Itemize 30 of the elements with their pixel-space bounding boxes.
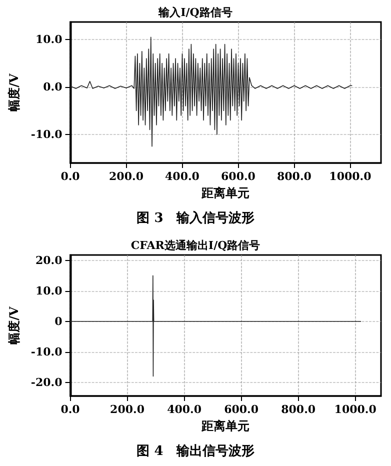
x-axis-title: 距离单元 (200, 186, 250, 200)
x-tick-label: 1000.0 (334, 403, 377, 416)
y-tick-label: 20.0 (35, 254, 63, 267)
y-tick-label: -20.0 (30, 376, 63, 389)
caption: 图 4 输出信号波形 (136, 444, 254, 459)
x-tick-label: 0.0 (60, 403, 80, 416)
x-tick-label: 800.0 (281, 403, 316, 416)
x-tick-label: 800.0 (276, 170, 312, 183)
y-axis-title: 幅度/V (7, 72, 21, 112)
y-tick-label: 0 (54, 314, 63, 328)
chart-title: CFAR选通输出I/Q路信号 (130, 239, 260, 252)
chart-title: 输入I/Q路信号 (158, 6, 232, 19)
x-tick-label: 200.0 (109, 170, 144, 183)
x-tick-label: 600.0 (221, 170, 256, 183)
x-tick-label: 0.0 (60, 170, 80, 183)
x-axis-title: 距离单元 (200, 418, 250, 433)
y-tick-label: 10.0 (35, 33, 63, 46)
y-tick-label: 0.0 (43, 80, 63, 94)
y-tick-label: -10.0 (30, 345, 63, 358)
y-tick-label: -10.0 (30, 128, 63, 142)
x-tick-label: 400.0 (165, 170, 200, 183)
y-axis-title: 幅度/V (7, 306, 21, 344)
x-tick-label: 400.0 (167, 403, 202, 416)
caption: 图 3 输入信号波形 (136, 210, 254, 226)
x-tick-label: 200.0 (110, 403, 145, 416)
x-tick-label: 600.0 (224, 403, 259, 416)
line-series (70, 36, 353, 147)
x-tick-label: 1000.0 (329, 170, 372, 183)
line-series (70, 275, 362, 377)
y-tick-label: 10.0 (35, 284, 63, 298)
